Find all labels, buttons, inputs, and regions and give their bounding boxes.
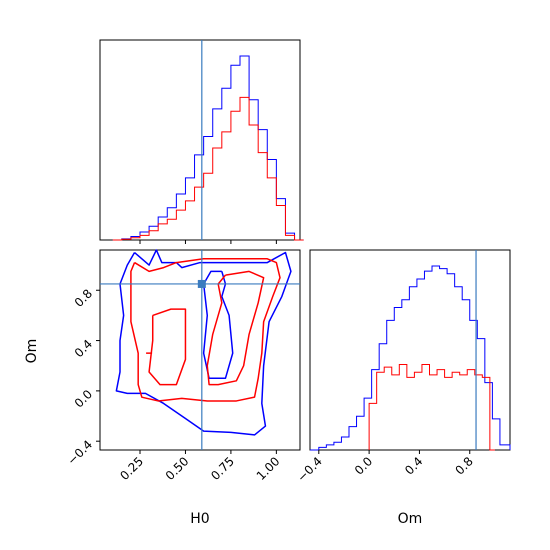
om-xtick-label-1: 0.0: [352, 454, 375, 477]
om-hist-series-red: [368, 363, 495, 451]
om-xtick-label-3: 0.8: [452, 454, 475, 477]
joint-truth-point: [197, 279, 206, 288]
h0-marginal-panel: [99, 39, 304, 244]
joint-frame: [99, 249, 301, 451]
joint-xlabel: H0: [190, 511, 209, 527]
joint-ytick-label-2: 0.4: [72, 337, 95, 360]
om-xtick-label-2: 0.4: [402, 454, 425, 477]
om-xlabel: Om: [398, 511, 423, 527]
joint-ytick-label-0: −0.4: [65, 437, 96, 468]
om-marginal-histograms: [310, 250, 511, 451]
h0-hist-series-blue: [112, 55, 304, 241]
joint-contours: [100, 249, 300, 450]
h0-marginal-histograms: [112, 40, 304, 241]
joint-panel: 0.25 0.50 0.75 1.00 −0.4 0.0 0.4 0.8 H0 Om: [24, 249, 301, 527]
om-marginal-panel: −0.4 0.0 0.4 0.8 Om: [294, 249, 511, 527]
joint-xtick-label-2: 0.75: [208, 454, 237, 483]
om-xtick-label-0: −0.4: [294, 454, 325, 485]
joint-contour-red-3: [148, 308, 187, 386]
joint-xtick-label-1: 0.50: [163, 454, 192, 483]
joint-contour-red-4: [206, 270, 265, 386]
joint-contour-red-2: [130, 258, 281, 402]
joint-contour-blue-0: [115, 249, 292, 436]
om-hist-series-blue: [310, 265, 511, 451]
om-marginal-ticks: −0.4 0.0 0.4 0.8: [294, 450, 476, 485]
joint-xtick-label-3: 1.00: [254, 454, 283, 483]
joint-ytick-label-3: 0.8: [72, 286, 95, 309]
h0-marginal-frame: [99, 39, 301, 241]
joint-ytick-label-1: 0.0: [72, 387, 95, 410]
joint-ylabel: Om: [24, 339, 40, 364]
h0-marginal-ticks: [139, 240, 277, 244]
om-marginal-frame: [309, 249, 511, 451]
joint-xtick-label-0: 0.25: [117, 454, 146, 483]
h0-hist-series-red: [112, 96, 304, 241]
